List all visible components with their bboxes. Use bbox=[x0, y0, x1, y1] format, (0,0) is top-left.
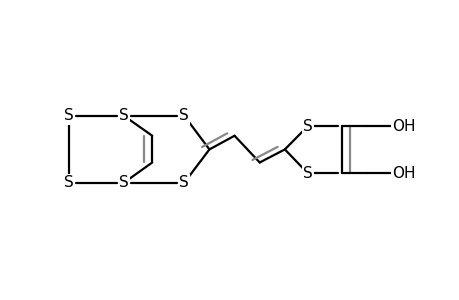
Text: S: S bbox=[119, 108, 129, 123]
Text: S: S bbox=[64, 175, 74, 190]
Text: OH: OH bbox=[392, 166, 415, 181]
Text: S: S bbox=[179, 108, 189, 123]
Text: S: S bbox=[302, 166, 312, 181]
Text: S: S bbox=[119, 175, 129, 190]
Text: OH: OH bbox=[392, 119, 415, 134]
Text: S: S bbox=[179, 175, 189, 190]
Text: S: S bbox=[64, 108, 74, 123]
Text: S: S bbox=[302, 119, 312, 134]
